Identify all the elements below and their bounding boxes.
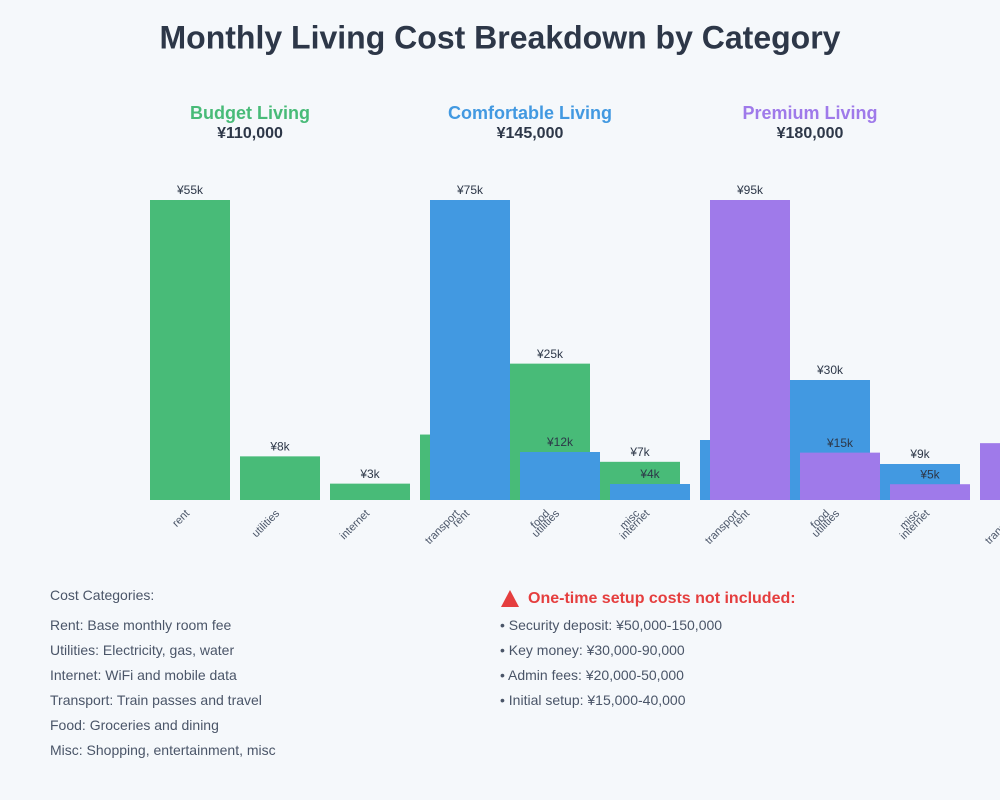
- group-title: Budget Living: [190, 103, 310, 123]
- group-total: ¥145,000: [497, 125, 564, 142]
- note-item: Food: Groceries and dining: [50, 717, 219, 733]
- bar: [330, 483, 410, 500]
- bar: [890, 484, 970, 500]
- value-label: ¥3k: [359, 467, 380, 481]
- note-item: Internet: WiFi and mobile data: [50, 667, 237, 683]
- chart-title: Monthly Living Cost Breakdown by Categor…: [160, 19, 841, 55]
- value-label: ¥75k: [456, 183, 484, 197]
- value-label: ¥30k: [816, 363, 844, 377]
- bar: [150, 200, 230, 500]
- value-label: ¥7k: [629, 445, 650, 459]
- group-total: ¥180,000: [777, 125, 844, 142]
- warning-item: • Key money: ¥30,000-90,000: [500, 642, 685, 658]
- value-label: ¥5k: [919, 467, 940, 481]
- x-tick-label: utilities: [250, 507, 283, 540]
- warning-item: • Initial setup: ¥15,000-40,000: [500, 692, 686, 708]
- setup-warning: One-time setup costs not included: • Sec…: [500, 583, 796, 715]
- bar: [980, 443, 1000, 500]
- value-label: ¥25k: [536, 347, 564, 361]
- value-label: ¥15k: [826, 436, 854, 450]
- bar: [240, 456, 320, 500]
- warning-icon: [501, 590, 519, 607]
- value-label: ¥9k: [909, 447, 930, 461]
- note-item: Rent: Base monthly room fee: [50, 617, 232, 633]
- value-label: ¥95k: [736, 183, 764, 197]
- x-tick-label: transport: [983, 508, 1000, 547]
- x-tick-label: internet: [338, 508, 372, 542]
- group-total: ¥110,000: [217, 125, 283, 142]
- bar: [520, 452, 600, 500]
- note-item: Misc: Shopping, entertainment, misc: [50, 742, 276, 758]
- note-item: Utilities: Electricity, gas, water: [50, 642, 235, 658]
- category-notes: Cost Categories: Rent: Base monthly room…: [50, 585, 276, 765]
- warning-title: One-time setup costs not included:: [500, 583, 796, 615]
- group-title: Comfortable Living: [448, 103, 612, 123]
- warning-item: • Security deposit: ¥50,000-150,000: [500, 617, 723, 633]
- value-label: ¥4k: [639, 467, 660, 481]
- warning-item: • Admin fees: ¥20,000-50,000: [500, 667, 684, 683]
- chart: Monthly Living Cost Breakdown by Categor…: [150, 19, 1000, 547]
- group-title: Premium Living: [742, 103, 877, 123]
- x-tick-label: rent: [170, 508, 192, 530]
- value-label: ¥12k: [546, 435, 574, 449]
- bar: [710, 200, 790, 500]
- note-item: Transport: Train passes and travel: [50, 692, 262, 708]
- value-label: ¥55k: [176, 183, 204, 197]
- value-label: ¥8k: [269, 440, 290, 454]
- warning-text: One-time setup costs not included:: [528, 590, 796, 607]
- bar: [430, 200, 510, 500]
- bar: [610, 484, 690, 500]
- bar: [800, 452, 880, 500]
- notes-title: Cost Categories:: [50, 587, 155, 603]
